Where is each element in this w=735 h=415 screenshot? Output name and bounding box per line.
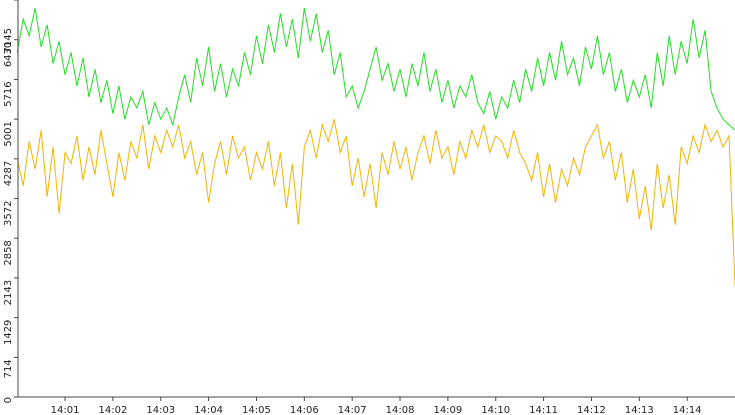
x-tick-label: 14:05 (242, 405, 271, 415)
y-tick-label: 0 (3, 397, 14, 403)
x-tick-label: 14:01 (51, 405, 80, 415)
x-tick-label: 14:07 (338, 405, 367, 415)
y-tick-label: 6430 (3, 42, 14, 67)
y-tick-label: 714 (3, 359, 14, 378)
x-tick-label: 14:09 (433, 405, 462, 415)
x-tick-label: 14:13 (625, 405, 654, 415)
line-series (16, 7, 735, 131)
x-tick-label: 14:14 (673, 405, 702, 415)
x-tick-label: 14:03 (146, 405, 175, 415)
y-tick-label: 1429 (3, 320, 14, 345)
line-series (16, 119, 735, 286)
y-tick-label: 5716 (3, 81, 14, 106)
y-tick-label: 4287 (3, 161, 14, 186)
y-tick-label: 2858 (3, 240, 14, 265)
y-tick-label: 5001 (3, 121, 14, 146)
x-tick-label: 14:11 (529, 405, 558, 415)
y-tick-label: 2143 (3, 280, 14, 305)
y-tick-label: 3572 (3, 201, 14, 226)
x-tick-label: 14:08 (386, 405, 415, 415)
x-tick-label: 14:04 (194, 405, 223, 415)
x-tick-label: 14:12 (577, 405, 606, 415)
y-tick-label: 7145 (3, 28, 14, 53)
x-tick-label: 14:06 (290, 405, 319, 415)
x-tick-label: 14:10 (481, 405, 510, 415)
x-tick-label: 14:02 (98, 405, 127, 415)
